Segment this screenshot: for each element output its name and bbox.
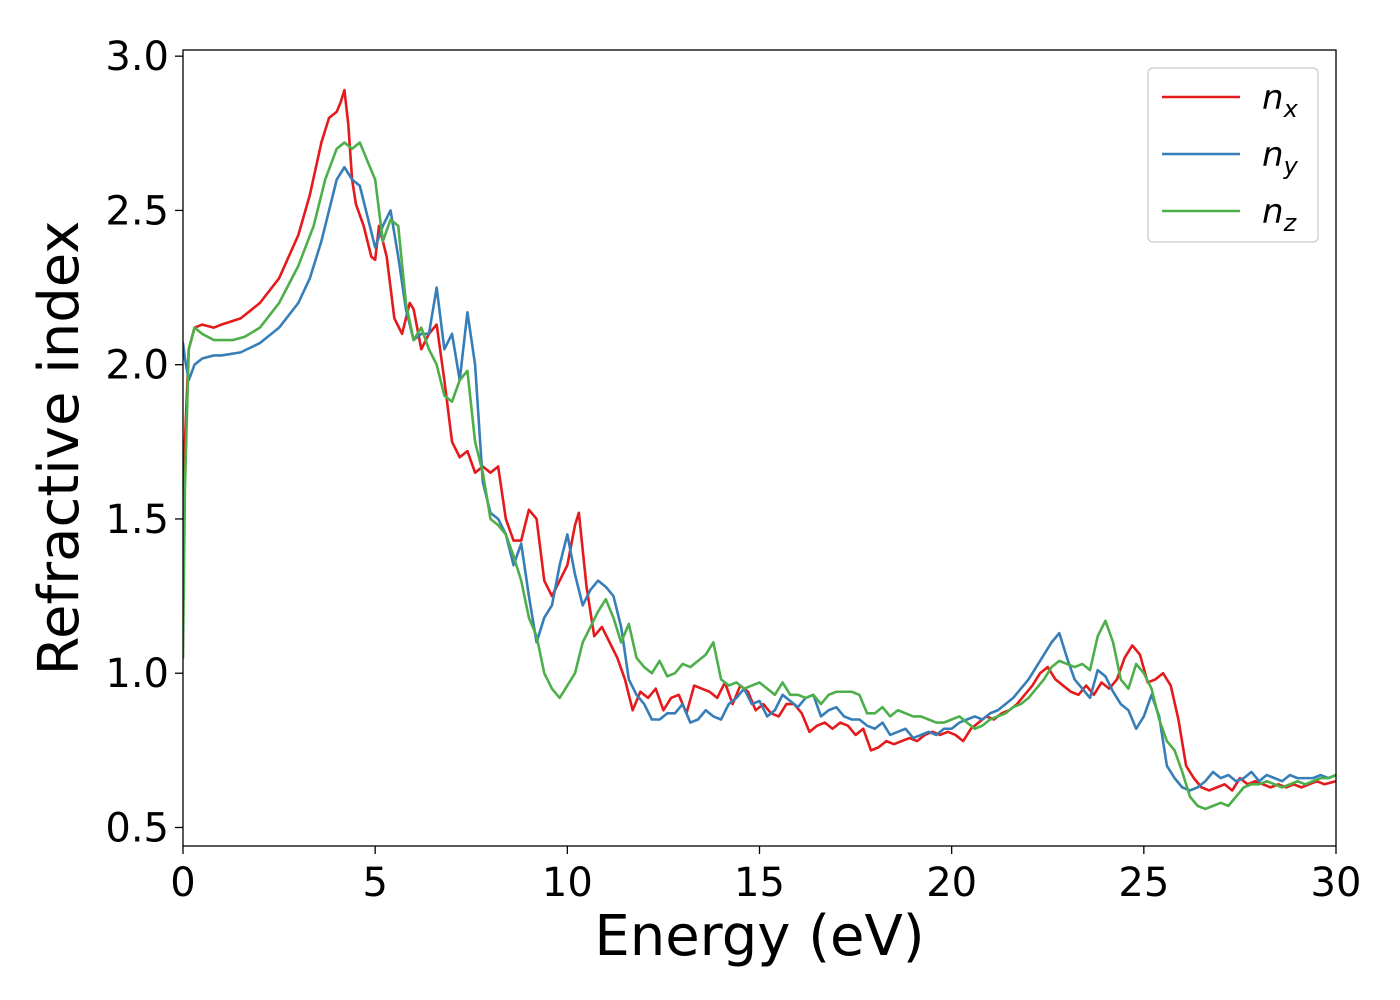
x-tick-label: 20 bbox=[926, 860, 977, 906]
x-axis-label: Energy (eV) bbox=[594, 904, 924, 969]
x-axis: 0 5 10 15 20 25 30 bbox=[170, 846, 1361, 906]
series-line-nx bbox=[183, 88, 1336, 792]
y-tick-label: 0.5 bbox=[105, 805, 169, 851]
y-tick-label: 3.0 bbox=[105, 34, 169, 80]
y-tick-label: 2.5 bbox=[105, 188, 169, 234]
series-line-nz bbox=[183, 141, 1336, 811]
y-axis-label: Refractive index bbox=[27, 221, 92, 676]
x-tick-label: 15 bbox=[734, 860, 785, 906]
x-tick-label: 30 bbox=[1311, 860, 1362, 906]
legend: nx ny nz bbox=[1147, 67, 1319, 243]
series-line-ny bbox=[183, 165, 1336, 792]
x-tick-label: 25 bbox=[1118, 860, 1169, 906]
x-tick-label: 0 bbox=[170, 860, 195, 906]
y-tick-label: 2.0 bbox=[105, 343, 169, 389]
x-tick-label: 5 bbox=[362, 860, 387, 906]
y-tick-label: 1.0 bbox=[105, 651, 169, 697]
legend-entry-label: nx bbox=[1262, 78, 1299, 123]
x-tick-label: 10 bbox=[542, 860, 593, 906]
y-tick-label: 1.5 bbox=[105, 497, 169, 543]
legend-entry-label: ny bbox=[1262, 135, 1299, 180]
series-layer bbox=[183, 88, 1336, 811]
y-axis: 0.5 1.0 1.5 2.0 2.5 3.0 bbox=[105, 34, 183, 851]
legend-entry-label: nz bbox=[1262, 192, 1298, 237]
